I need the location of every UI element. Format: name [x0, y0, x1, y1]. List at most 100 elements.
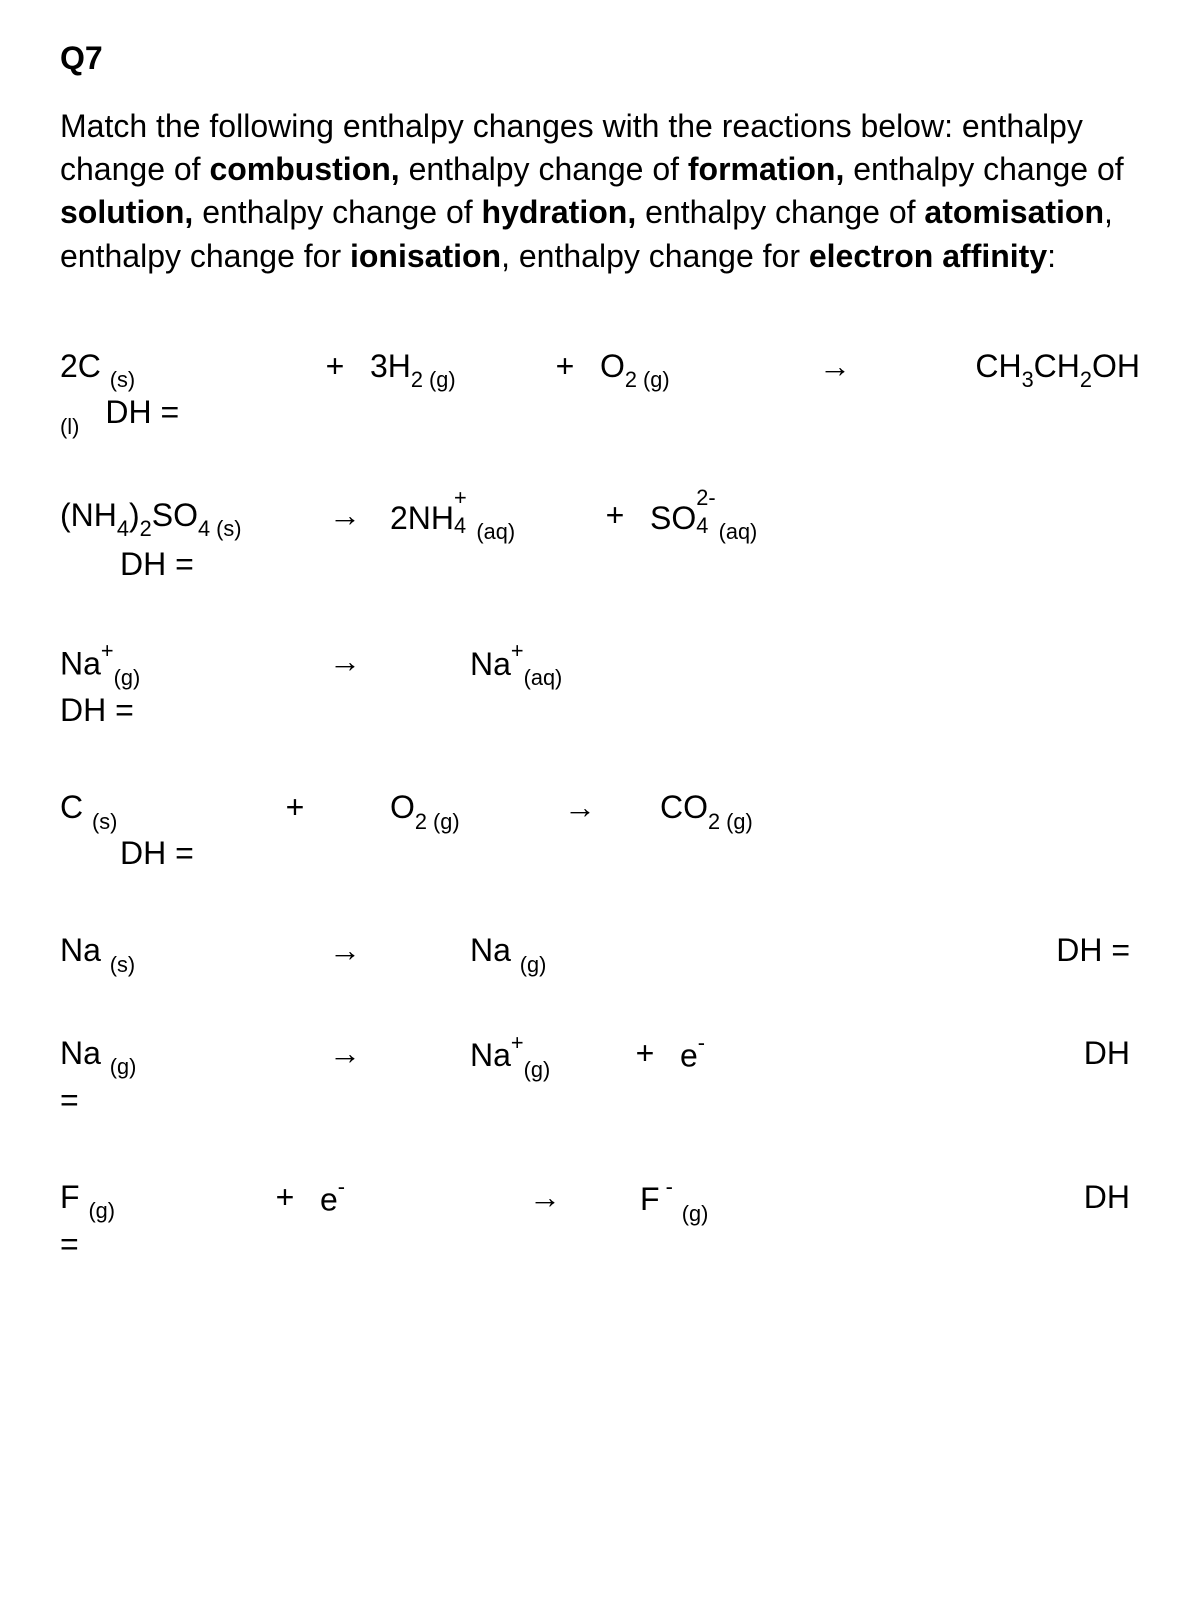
intro-sep: enthalpy change of	[844, 151, 1123, 187]
species: e	[320, 1181, 338, 1217]
state: (s)	[92, 809, 117, 834]
reaction-arrow: →	[490, 1179, 600, 1216]
species: Na	[390, 646, 511, 682]
kw-ionisation: ionisation	[350, 238, 501, 274]
superscript: 2-	[696, 485, 715, 511]
species: C	[60, 789, 83, 825]
subsup: +4	[454, 497, 476, 529]
reaction-arrow: →	[300, 643, 390, 680]
species: SO	[152, 497, 198, 533]
reactant: Na+(g)	[60, 643, 300, 688]
dh-label: DH =	[750, 932, 1140, 969]
reaction-row: Na (s) → Na (g) DH =	[60, 932, 1140, 974]
superscript: +	[454, 485, 467, 511]
state: (g)	[114, 665, 141, 690]
product: Na+(aq)	[390, 643, 640, 688]
subscript: 4	[696, 513, 708, 539]
reaction-row: (NH4)2SO4 (s) → 2NH+4(aq) + SO2-4(aq) DH…	[60, 497, 1140, 583]
kw-combustion: combustion,	[209, 151, 399, 187]
intro-sep: enthalpy change of	[400, 151, 688, 187]
subscript: 2 (g)	[415, 809, 460, 834]
dh-line: DH =	[60, 692, 1140, 729]
dh-label: DH	[810, 1179, 1140, 1216]
state: (aq)	[524, 665, 563, 690]
species: (NH	[60, 497, 117, 533]
species: Na	[390, 932, 511, 968]
species: F	[600, 1181, 660, 1217]
reactant: C (s)	[60, 789, 260, 831]
state: (aq)	[476, 519, 515, 544]
reaction-row: Na (g) → Na+(g) + e- DH =	[60, 1035, 1140, 1119]
state: (g)	[520, 952, 547, 977]
reactant: Na (g)	[60, 1035, 300, 1077]
species: OH	[1092, 348, 1140, 384]
species: 2NH	[390, 500, 454, 536]
equals-continuation: =	[60, 1226, 1140, 1263]
question-label: Q7	[60, 40, 1140, 77]
species: F	[60, 1179, 80, 1215]
superscript: +	[511, 1030, 524, 1055]
subscript: 4	[454, 513, 466, 539]
species: Na	[60, 646, 101, 682]
subscript: 2 (g)	[625, 367, 670, 392]
intro-sep: enthalpy change of	[636, 194, 924, 230]
plus-sign: +	[610, 1035, 680, 1072]
plus-sign: +	[580, 497, 650, 534]
species: e	[680, 1037, 698, 1073]
plus-sign: +	[300, 348, 370, 385]
dh-line: DH =	[60, 546, 1140, 583]
reactant: 2C (s)	[60, 348, 300, 390]
species: 2C	[60, 348, 101, 384]
reaction-arrow: →	[300, 932, 390, 969]
reaction-row: F (g) + e- → F - (g) DH =	[60, 1179, 1140, 1263]
subscript: 4	[117, 516, 129, 541]
species: CH	[975, 348, 1021, 384]
species: CO	[630, 789, 708, 825]
dh-line: DH =	[60, 835, 1140, 872]
subscript: 2 (g)	[411, 367, 456, 392]
kw-hydration: hydration,	[482, 194, 637, 230]
subscript: 2	[140, 516, 152, 541]
reaction-row: C (s) + O2 (g) → CO2 (g) DH =	[60, 789, 1140, 872]
reaction-arrow: →	[300, 497, 390, 534]
kw-solution: solution,	[60, 194, 193, 230]
reactant: Na (s)	[60, 932, 300, 974]
state: (s)	[110, 367, 135, 392]
subscript: 4 (s)	[198, 516, 242, 541]
state: (g)	[88, 1198, 115, 1223]
equals-continuation: =	[60, 1082, 1140, 1119]
subscript: 2	[1080, 367, 1092, 392]
product: CH3CH2OH	[870, 348, 1140, 390]
superscript: +	[511, 638, 524, 663]
product: 2NH+4(aq)	[390, 497, 580, 542]
product: Na (g)	[390, 932, 750, 974]
electron: e-	[680, 1035, 800, 1075]
subsup: 2-4	[696, 497, 718, 529]
reaction-arrow: →	[530, 789, 630, 826]
intro-sep: enthalpy change of	[193, 194, 481, 230]
state: (s)	[110, 952, 135, 977]
species: CH	[1034, 348, 1080, 384]
plus-sign: +	[530, 348, 600, 385]
species: Na	[390, 1037, 511, 1073]
state: (l)	[60, 414, 79, 439]
subscript: 2 (g)	[708, 809, 753, 834]
state: (g)	[682, 1201, 709, 1226]
superscript: -	[338, 1174, 345, 1199]
product: F - (g)	[600, 1179, 810, 1224]
species: Na	[60, 1035, 101, 1071]
subscript: 3	[1022, 367, 1034, 392]
superscript: -	[698, 1030, 705, 1055]
product: CO2 (g)	[630, 789, 810, 831]
dh-label: DH	[800, 1035, 1140, 1072]
reaction-arrow: →	[800, 348, 870, 385]
kw-formation: formation,	[688, 151, 844, 187]
species: SO	[650, 500, 696, 536]
reactant: (NH4)2SO4 (s)	[60, 497, 300, 539]
state: (g)	[524, 1057, 551, 1082]
reaction-row: 2C (s) + 3H2 (g) + O2 (g) → CH3CH2OH (l)…	[60, 348, 1140, 437]
intro-sep: , enthalpy change for	[501, 238, 809, 274]
product: Na+(g)	[390, 1035, 610, 1080]
species: O	[600, 348, 625, 384]
state: (g)	[110, 1054, 137, 1079]
